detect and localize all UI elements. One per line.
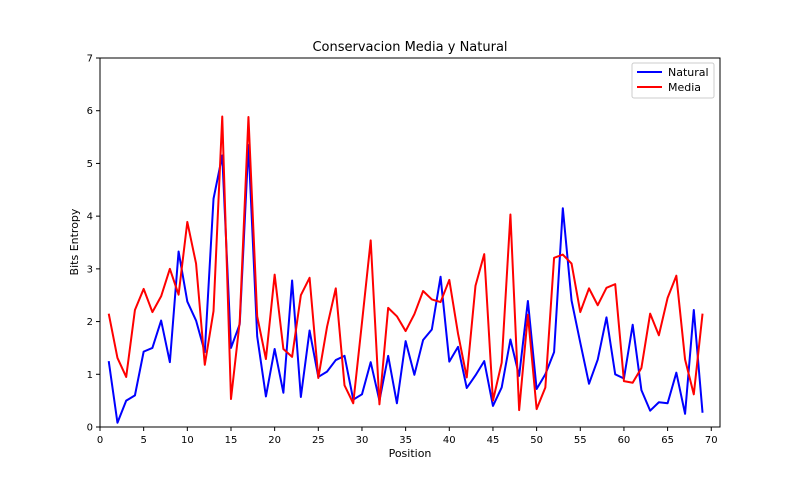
x-tick-label: 15 (225, 435, 238, 446)
y-tick-label: 0 (87, 423, 93, 434)
x-tick-label: 60 (618, 435, 631, 446)
x-tick-label: 70 (705, 435, 718, 446)
x-tick-label: 20 (268, 435, 281, 446)
y-tick-label: 4 (87, 212, 93, 223)
legend: Natural Media (631, 62, 715, 99)
x-tick-label: 65 (661, 435, 674, 446)
y-tick-label: 1 (87, 370, 93, 381)
x-tick-label: 0 (97, 435, 103, 446)
x-axis-label: Position (389, 447, 432, 460)
x-tick-label: 40 (443, 435, 456, 446)
legend-label-media: Media (668, 81, 701, 94)
x-tick-label: 10 (181, 435, 194, 446)
legend-label-natural: Natural (668, 66, 709, 79)
y-axis-ticks: 0 1 2 3 4 5 6 7 (87, 54, 100, 434)
x-tick-label: 50 (530, 435, 543, 446)
x-tick-label: 30 (356, 435, 369, 446)
x-tick-label: 45 (487, 435, 500, 446)
x-tick-label: 35 (399, 435, 412, 446)
series-line-media (107, 115, 704, 412)
y-tick-label: 5 (87, 159, 93, 170)
x-tick-label: 55 (574, 435, 587, 446)
x-axis-ticks: 0 5 10 15 20 25 30 35 40 45 50 55 60 65 70 (97, 427, 718, 446)
y-tick-label: 2 (87, 317, 93, 328)
x-tick-label: 5 (140, 435, 146, 446)
x-tick-label: 25 (312, 435, 325, 446)
y-tick-label: 3 (87, 264, 93, 275)
plot-frame (99, 57, 721, 428)
y-axis-label: Bits Entropy (68, 208, 81, 275)
y-tick-label: 6 (87, 106, 93, 117)
series-line-natural (107, 143, 704, 424)
series-layer (107, 115, 704, 424)
chart-title: Conservacion Media y Natural (312, 40, 507, 55)
y-tick-label: 7 (87, 54, 93, 65)
